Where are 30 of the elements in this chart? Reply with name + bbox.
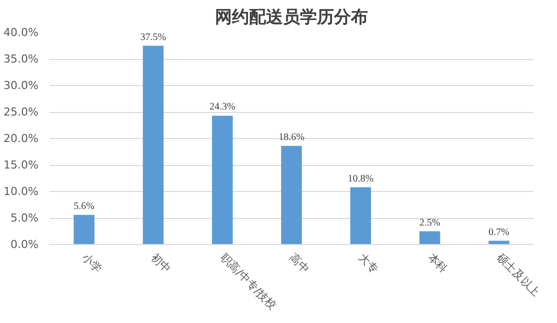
x-tick-label: 小学 <box>79 250 104 276</box>
x-tick-label: 大专 <box>356 250 381 276</box>
data-label: 2.5% <box>419 217 440 228</box>
bar <box>212 116 233 244</box>
y-tick-label: 20.0% <box>4 132 39 145</box>
y-tick-label: 40.0% <box>4 26 39 39</box>
y-tick-label: 0.0% <box>10 238 39 251</box>
x-tick-label: 职高/中专/技校 <box>218 250 279 312</box>
x-tick-label: 高中 <box>286 250 312 276</box>
x-tick-label: 本科 <box>425 250 450 276</box>
data-label: 18.6% <box>278 132 304 143</box>
y-tick-label: 35.0% <box>4 52 39 66</box>
y-tick-label: 5.0% <box>10 212 39 224</box>
chart-title: 网约配送员学历分布 <box>215 8 368 28</box>
y-tick-label: 25.0% <box>4 106 39 118</box>
bar <box>419 231 440 244</box>
x-tick-label: 硕士及以上 <box>494 250 542 299</box>
y-tick-label: 15.0% <box>4 158 39 172</box>
bar <box>74 214 94 244</box>
bar <box>281 146 302 244</box>
bar <box>350 187 372 244</box>
data-label: 24.3% <box>209 102 236 113</box>
bar <box>142 46 164 244</box>
y-tick-label: 30.0% <box>4 79 39 92</box>
data-label: 0.7% <box>488 226 510 238</box>
data-label: 10.8% <box>348 173 374 184</box>
x-tick-label: 初中 <box>148 250 174 276</box>
data-label: 37.5% <box>140 32 166 43</box>
data-label: 5.6% <box>74 200 94 212</box>
y-tick-label: 10.0% <box>4 185 39 198</box>
